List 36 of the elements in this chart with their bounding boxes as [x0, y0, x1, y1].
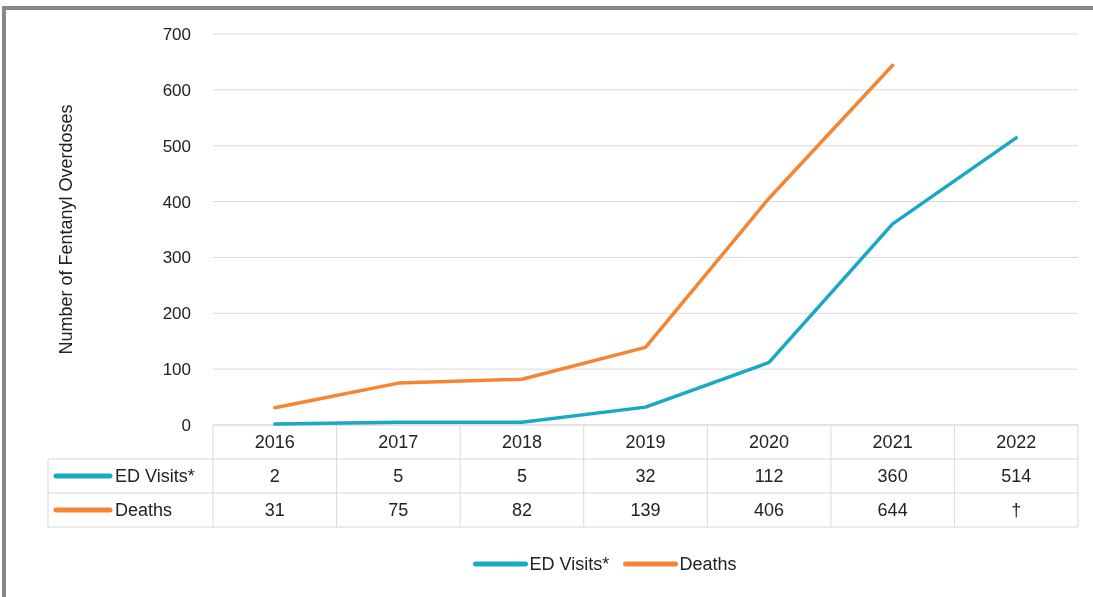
legend-label: Deaths	[115, 500, 173, 521]
text: Deaths	[679, 554, 737, 575]
y-tick-label: 100	[162, 360, 191, 380]
line-series	[273, 136, 1018, 426]
y-tick-label: 300	[162, 248, 191, 268]
legend-label: ED Visits*	[115, 466, 195, 487]
x-tick-label: 2019	[625, 432, 666, 453]
data-label: 406	[754, 500, 785, 521]
text: ED Visits*	[529, 554, 610, 575]
y-tick-label: 400	[162, 192, 191, 212]
x-tick-label: 2016	[254, 432, 295, 453]
text: †	[1011, 500, 1022, 521]
data-label: 360	[877, 466, 908, 487]
x-tick-label: 2021	[872, 432, 913, 453]
y-tick-label: 0	[181, 415, 191, 435]
data-label: 82	[511, 500, 532, 521]
data-label: 32	[635, 466, 656, 487]
data-label: 5	[516, 466, 527, 487]
data-label: 31	[264, 500, 285, 521]
data-label: 75	[388, 500, 409, 521]
line-series	[273, 63, 895, 410]
x-tick-label: 2022	[996, 432, 1037, 453]
y-axis-title: Number of Fentanyl Overdoses	[56, 104, 76, 355]
data-label: 112	[754, 466, 784, 487]
y-tick-label: 700	[162, 24, 191, 44]
x-tick-label: 2017	[378, 432, 419, 453]
data-label: 5	[393, 466, 404, 487]
data-label: 2	[269, 466, 280, 487]
data-label: 514	[1001, 466, 1032, 487]
y-tick-label: 500	[162, 136, 191, 156]
data-label: 139	[630, 500, 661, 521]
data-label: 644	[877, 500, 908, 521]
y-tick-label: 200	[162, 304, 191, 324]
x-tick-label: 2018	[501, 432, 542, 453]
y-tick-label: 600	[162, 80, 191, 100]
x-tick-label: 2020	[749, 432, 790, 453]
